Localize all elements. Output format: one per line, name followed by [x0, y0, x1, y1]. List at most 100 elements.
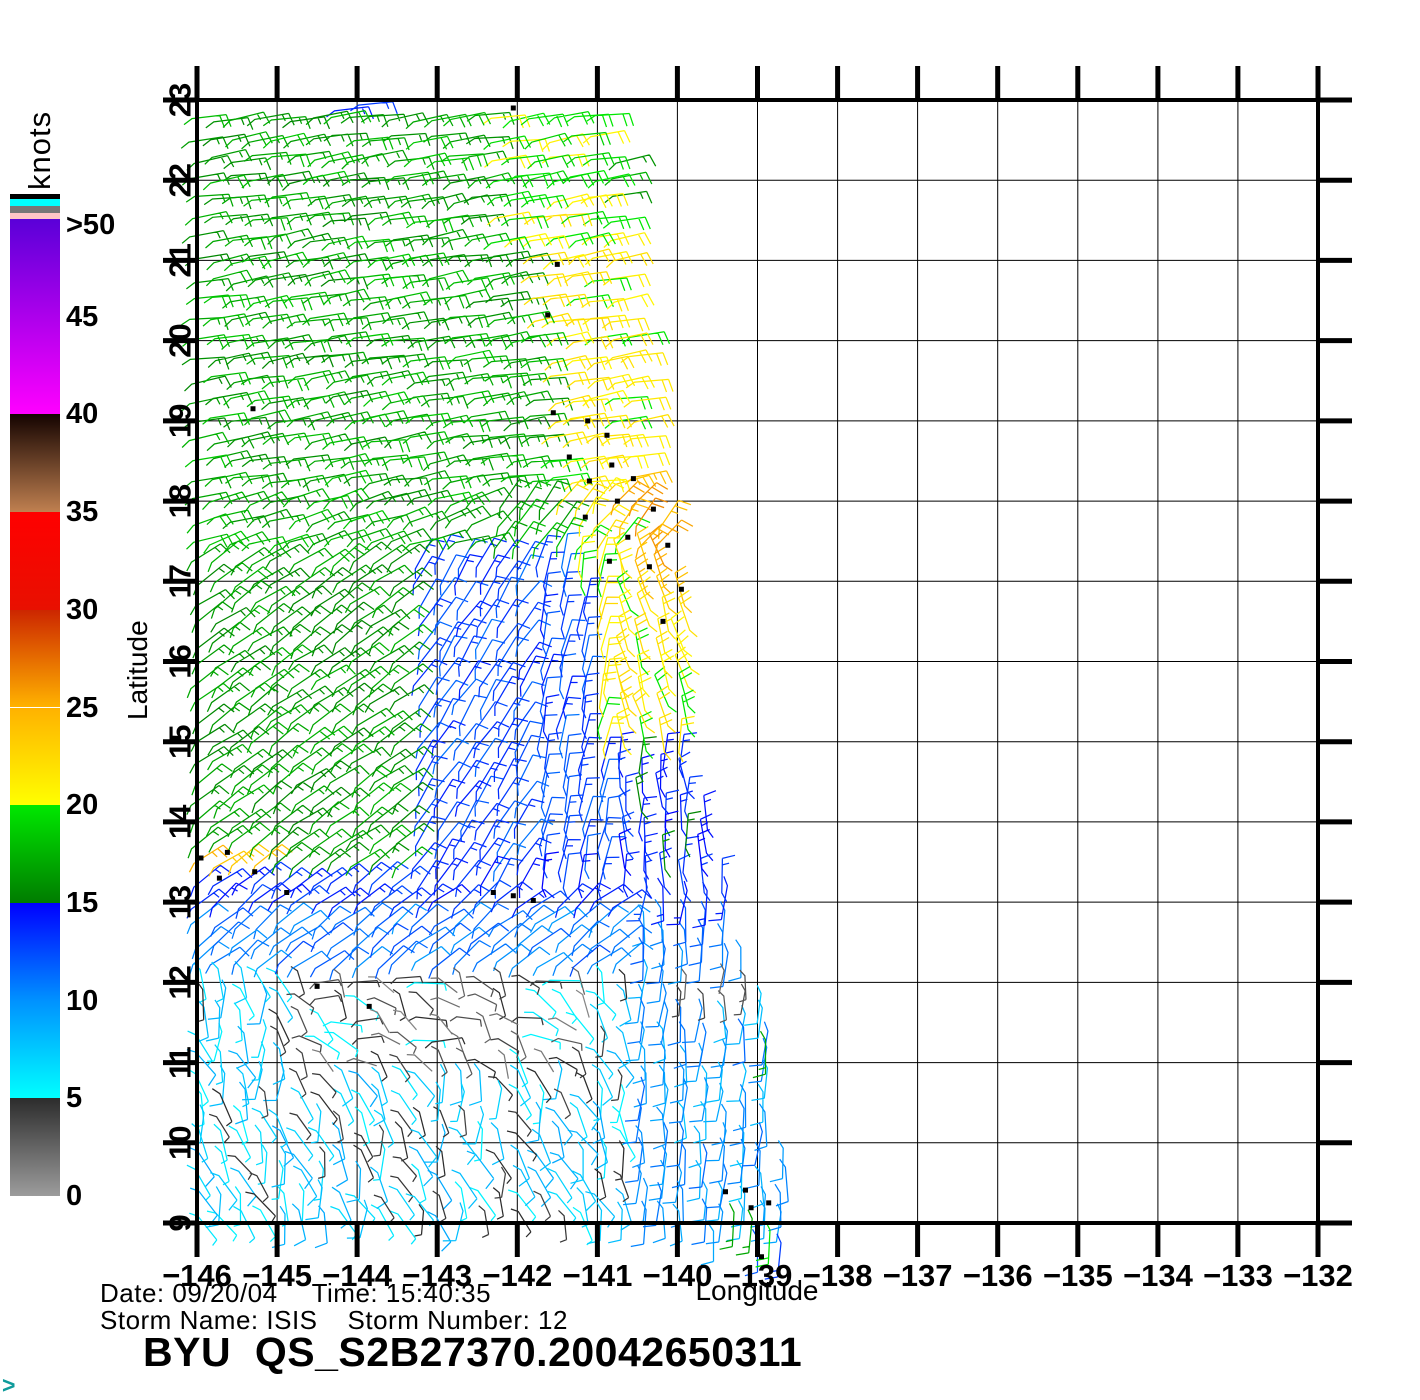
y-tick-label: 18	[163, 484, 198, 518]
colorbar-units-label: knots	[22, 110, 57, 190]
colorbar-tick-label: 10	[66, 984, 99, 1017]
product-id: QS_S2B27370.20042650311	[254, 1329, 803, 1375]
colorbar-top-strip	[10, 199, 60, 206]
colorbar-segment	[10, 902, 60, 1001]
colorbar-tick-label: 5	[66, 1082, 83, 1115]
x-tick-label: −143	[402, 1258, 472, 1293]
wind-barbs	[333, 963, 725, 1062]
wind-barbs	[210, 552, 763, 1190]
y-tick-label: 19	[163, 404, 198, 438]
x-tick-label: −142	[482, 1258, 552, 1293]
storm-number-value: 12	[538, 1305, 568, 1335]
wind-barbs	[189, 106, 729, 929]
wind-barbs	[184, 132, 496, 554]
colorbar-tick-label: >50	[66, 209, 116, 241]
y-axis-title: Latitude	[122, 620, 153, 720]
colorbar-top-strip	[10, 194, 60, 199]
colorbar-tick-label: 40	[66, 398, 99, 431]
wind-barbs	[208, 965, 630, 1243]
date-value: 09/20/04	[172, 1278, 278, 1308]
colorbar-tick-label: 30	[66, 593, 99, 626]
x-tick-label: −133	[1203, 1258, 1273, 1293]
wind-barbs	[258, 967, 706, 1222]
time-value: 15:40:35	[385, 1278, 492, 1308]
x-tick-label: −146	[162, 1258, 232, 1293]
y-tick-label: 12	[163, 965, 198, 999]
wind-barbs	[191, 898, 789, 1248]
colorbar-tick-label: 25	[66, 691, 99, 724]
x-tick-label: −135	[1043, 1258, 1113, 1293]
axis-ticks	[163, 66, 1352, 1257]
wind-barbs	[191, 961, 614, 1227]
y-tick-label: 17	[163, 564, 198, 598]
wind-barbs	[235, 540, 692, 977]
wind-barbs	[487, 133, 700, 760]
y-tick-label: 23	[163, 83, 198, 117]
y-tick-label: 20	[163, 323, 198, 357]
org-label: BYU	[143, 1329, 232, 1375]
wind-barbs	[253, 903, 784, 1244]
colorbar-segment	[10, 512, 60, 610]
colorbar-tick-label: 45	[66, 300, 99, 333]
y-tick-label: 16	[163, 644, 198, 678]
wind-barbs	[196, 968, 628, 1238]
wind-barbs	[368, 976, 590, 1031]
wind-barbs	[208, 474, 678, 877]
grid-lines	[196, 99, 1319, 1224]
y-tick-label: 21	[163, 243, 198, 277]
colorbar-top-strip	[10, 212, 60, 219]
wind-barbs	[180, 111, 590, 875]
colorbar-segment	[10, 1098, 60, 1196]
wind-barbs	[187, 964, 636, 1246]
x-tick-label: −137	[883, 1258, 953, 1293]
wind-barbs	[483, 110, 631, 250]
colorbar-segment	[10, 414, 60, 513]
wind-barbs	[541, 271, 695, 763]
colorbar-tick-label: 20	[66, 789, 99, 822]
wind-barbs	[186, 966, 588, 1244]
terminal-prompt-glyph: >	[2, 1372, 16, 1398]
y-tick-label: 13	[163, 885, 198, 919]
storm-name-label: Storm Name:	[100, 1305, 259, 1335]
x-tick-label: −136	[963, 1258, 1033, 1293]
wind-barbs	[182, 116, 702, 860]
wind-barbs	[541, 810, 710, 898]
colorbar-tick-label: 15	[66, 886, 99, 919]
x-tick-label: −134	[1123, 1258, 1194, 1293]
wind-barbs	[389, 990, 728, 1079]
wind-barbs	[187, 960, 762, 1245]
colorbar-segment	[10, 805, 60, 903]
time-label: Time:	[311, 1278, 379, 1308]
wind-barbs	[181, 111, 767, 1256]
x-tick-label: −139	[723, 1258, 793, 1293]
y-tick-label: 15	[163, 724, 198, 758]
plot-title: BYU QS_S2B27370.20042650311	[143, 1329, 802, 1376]
storm-name-value: ISIS	[266, 1305, 318, 1335]
date-time-line: Date: 09/20/04 Time: 15:40:35	[100, 1278, 491, 1309]
x-axis-title: Longitude	[695, 1275, 819, 1306]
x-tick-label: −145	[242, 1258, 312, 1293]
colorbar-tick-label: 0	[66, 1180, 83, 1212]
x-tick-label: −141	[562, 1258, 632, 1293]
y-tick-label: 10	[163, 1126, 198, 1160]
wind-barbs	[182, 109, 587, 560]
colorbar-segment	[10, 609, 60, 708]
colorbar-segment	[10, 1000, 60, 1099]
wind-barbs	[346, 977, 519, 1067]
wind-barbs	[250, 101, 782, 1280]
storm-number-label: Storm Number:	[347, 1305, 531, 1335]
wind-barbs	[311, 1008, 577, 1079]
y-tick-label: 9	[163, 1214, 198, 1231]
wind-barbs	[522, 131, 615, 188]
y-tick-label: 22	[163, 163, 198, 197]
wind-barbs	[634, 497, 668, 537]
wind-barbs	[290, 969, 747, 1077]
wind-barbs	[188, 523, 674, 873]
wind-barbs	[209, 731, 717, 926]
wind-barbs	[502, 112, 771, 1268]
x-tick-label: −138	[803, 1258, 873, 1293]
wind-barbs	[196, 983, 769, 1244]
x-tick-label: −140	[642, 1258, 712, 1293]
